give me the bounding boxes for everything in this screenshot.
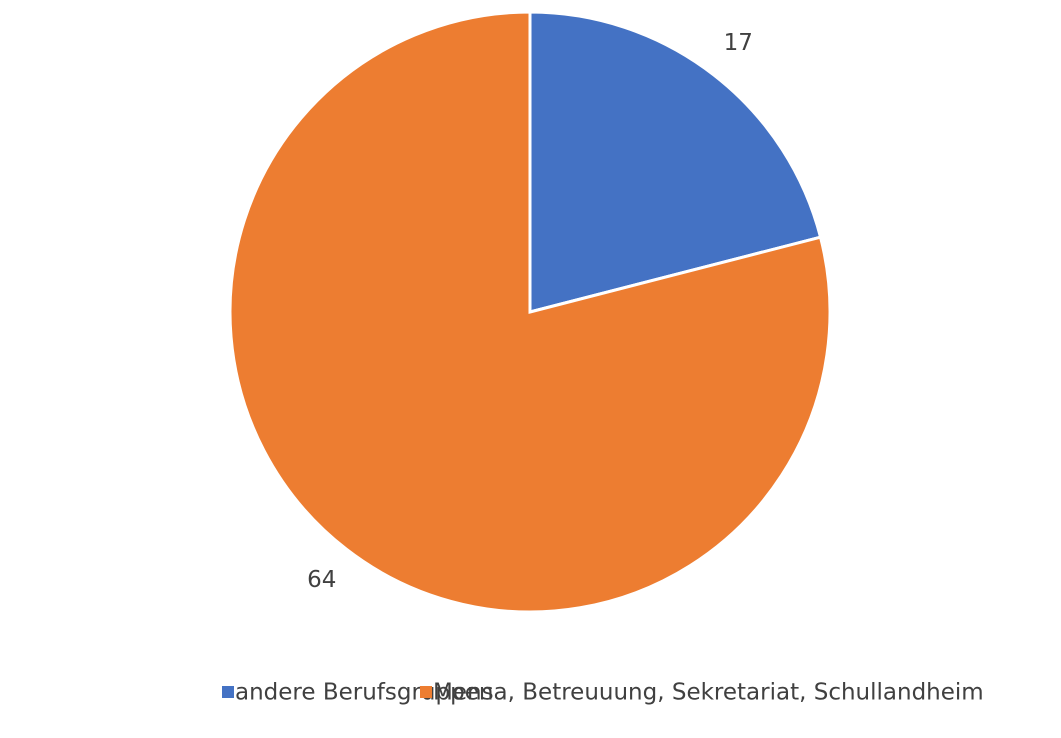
legend-label: Mensa, Betreuuung, Sekretariat, Schullan… (433, 680, 984, 706)
legend-swatch (420, 686, 432, 698)
legend-label: andere Berufsgruppen (235, 680, 493, 706)
pie-slice (228, 10, 832, 614)
data-label: 64 (307, 567, 336, 593)
pie-slice (528, 10, 823, 314)
legend-swatch (222, 686, 234, 698)
data-label: 17 (724, 30, 753, 56)
